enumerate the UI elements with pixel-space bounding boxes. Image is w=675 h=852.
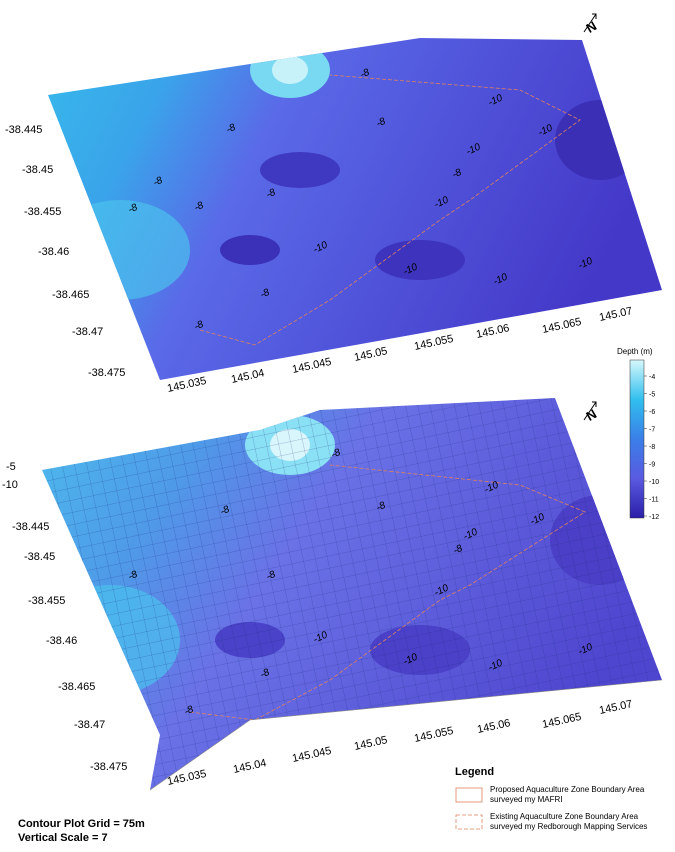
x-axis-label: 145.065 [541,316,582,336]
y-axis-label: -38.455 [24,206,61,218]
x-axis-label: 145.045 [291,356,332,376]
y-axis-label: -38.47 [74,719,105,731]
x-axis-label: 145.05 [353,734,388,753]
colorbar [629,359,645,519]
y-axis-label: -38.46 [38,246,69,258]
colorbar-tick-label: -4 [649,374,655,381]
north-arrow [583,401,597,421]
legend-entry: Proposed Aquaculture Zone Boundary Area s… [490,785,645,804]
y-axis-label: -38.445 [5,124,42,136]
y-axis-label: -38.465 [52,289,89,301]
x-axis-label: 145.04 [230,367,265,386]
y-axis-label: -38.45 [22,164,53,176]
note: Vertical Scale = 7 [18,832,108,844]
legend-entry: Existing Aquaculture Zone Boundary Area s… [490,812,647,831]
x-axis-label: 145.07 [598,698,633,717]
y-axis-label: -38.475 [88,367,125,379]
north-arrow [583,13,597,33]
plot-base-edge [149,679,663,791]
x-axis-label: 145.05 [353,345,388,364]
x-axis-label: 145.065 [541,711,582,731]
x-axis-label: 145.055 [413,725,454,745]
colorbar-tick-label: -9 [649,462,655,469]
x-axis-label: 145.04 [232,757,267,776]
legend-swatch [455,814,483,830]
note: Contour Plot Grid = 75m [18,818,145,830]
y-axis-label: -38.475 [90,761,127,773]
colorbar-title: Depth (m) [617,347,653,356]
colorbar-tick-label: -8 [649,444,655,451]
z-axis-label: -5 [6,461,16,473]
x-axis-label: 145.06 [476,717,511,736]
colorbar-tick-label: -7 [649,427,655,434]
legend-swatch [455,787,483,803]
north-label: N [584,406,600,424]
x-axis-label: 145.07 [598,305,633,324]
y-axis-label: -38.465 [58,681,95,693]
y-axis-label: -38.445 [12,521,49,533]
colorbar-tick-label: -6 [649,409,655,416]
y-axis-label: -38.47 [72,326,103,338]
z-axis-label: -10 [2,479,18,491]
colorbar-tick-label: -10 [649,479,659,486]
x-axis-label: 145.035 [166,375,207,395]
legend-title: Legend [455,766,494,778]
x-axis-label: 145.045 [291,745,332,765]
colorbar-tick-label: -12 [649,514,659,521]
colorbar-tick-label: -11 [649,497,659,504]
x-axis-label: 145.055 [413,333,454,353]
y-axis-label: -38.46 [46,635,77,647]
north-label: N [584,18,600,36]
y-axis-label: -38.455 [28,595,65,607]
colorbar-tick-label: -5 [649,392,655,399]
x-axis-label: 145.06 [475,322,510,341]
y-axis-label: -38.45 [24,551,55,563]
top-map [48,38,662,380]
